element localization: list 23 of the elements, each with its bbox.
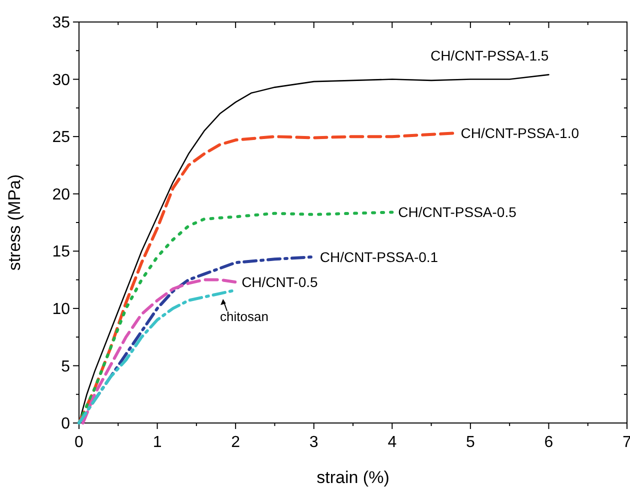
x-tick-label: 3 <box>309 434 318 451</box>
y-tick-label: 0 <box>61 416 70 433</box>
series-label: CH/CNT-PSSA-0.5 <box>398 204 517 220</box>
series-label: CH/CNT-PSSA-1.0 <box>460 125 580 142</box>
y-tick-label: 5 <box>61 358 70 376</box>
y-axis-title: stress (MPa) <box>5 174 24 271</box>
x-tick-label: 4 <box>388 434 397 451</box>
x-tick-label: 2 <box>231 434 240 451</box>
y-tick-label: 30 <box>52 72 70 89</box>
y-tick-label: 20 <box>52 186 70 204</box>
annotation: chitosan <box>220 308 268 324</box>
x-tick-label: 0 <box>74 434 84 451</box>
y-tick-label: 25 <box>52 129 70 146</box>
x-tick-label: 6 <box>544 434 554 451</box>
y-tick-label: 35 <box>52 14 70 32</box>
y-tick-label: 10 <box>52 301 70 318</box>
series-label: CH/CNT-PSSA-1.5 <box>430 48 549 64</box>
x-tick-label: 5 <box>466 434 475 451</box>
x-tick-label: 1 <box>152 434 162 451</box>
series-label: CH/CNT-0.5 <box>242 274 318 290</box>
series-label: CH/CNT-PSSA-0.1 <box>320 248 438 265</box>
x-axis-title: strain (%) <box>316 468 390 487</box>
y-tick-label: 15 <box>52 244 70 261</box>
